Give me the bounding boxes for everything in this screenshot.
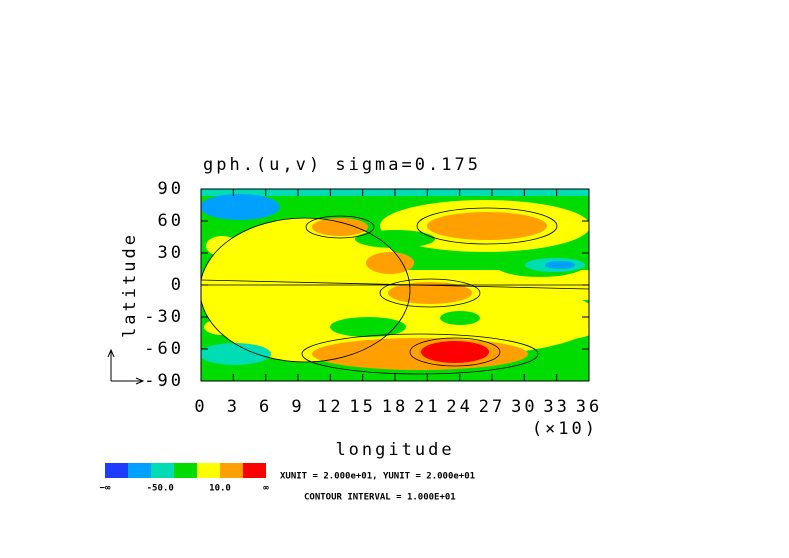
unit-note: XUNIT = 2.000e+01, YUNIT = 2.000e+01 bbox=[280, 472, 475, 482]
chart-title: gph.(u,v) sigma=0.175 bbox=[203, 155, 481, 175]
x-tick-label: 36 bbox=[576, 397, 602, 417]
colorbar-label: −∞ bbox=[100, 484, 111, 494]
vector-reference bbox=[107, 348, 145, 385]
x-tick-label: 30 bbox=[511, 397, 537, 417]
y-tick-label: 0 bbox=[171, 275, 184, 295]
x-tick-label: 33 bbox=[543, 397, 569, 417]
colorbar-box bbox=[151, 463, 174, 478]
y-tick-label: -30 bbox=[144, 307, 184, 327]
x-tick-label: 21 bbox=[414, 397, 440, 417]
colorbar-box bbox=[220, 463, 243, 478]
x-axis-label: longitude bbox=[335, 440, 454, 460]
x-tick-label: 12 bbox=[317, 397, 343, 417]
x-tick-label: 18 bbox=[382, 397, 408, 417]
colorbar-label: -50.0 bbox=[147, 484, 174, 494]
x-tick-label: 15 bbox=[349, 397, 375, 417]
colorbar-box bbox=[243, 463, 266, 478]
y-tick-label: 30 bbox=[158, 243, 184, 263]
x-tick-label: 3 bbox=[227, 397, 240, 417]
y-tick-label: 60 bbox=[158, 211, 184, 231]
colorbar-label: ∞ bbox=[263, 484, 269, 494]
y-tick-label: -90 bbox=[144, 371, 184, 391]
x-multiplier: (×10) bbox=[532, 419, 598, 439]
colorbar-box bbox=[197, 463, 220, 478]
colorbar-box bbox=[174, 463, 197, 478]
colorbar-box bbox=[128, 463, 151, 478]
colorbar-box bbox=[105, 463, 128, 478]
x-tick-label: 0 bbox=[194, 397, 207, 417]
x-tick-label: 24 bbox=[446, 397, 472, 417]
interval-note: CONTOUR INTERVAL = 1.000E+01 bbox=[304, 493, 456, 503]
y-axis-label: latitude bbox=[120, 232, 140, 338]
x-tick-label: 9 bbox=[291, 397, 304, 417]
contour-field bbox=[201, 189, 589, 381]
x-tick-label: 6 bbox=[259, 397, 272, 417]
y-tick-label: 90 bbox=[158, 179, 184, 199]
x-tick-label: 27 bbox=[479, 397, 505, 417]
colorbar-label: 10.0 bbox=[209, 484, 231, 494]
y-tick-label: -60 bbox=[144, 339, 184, 359]
